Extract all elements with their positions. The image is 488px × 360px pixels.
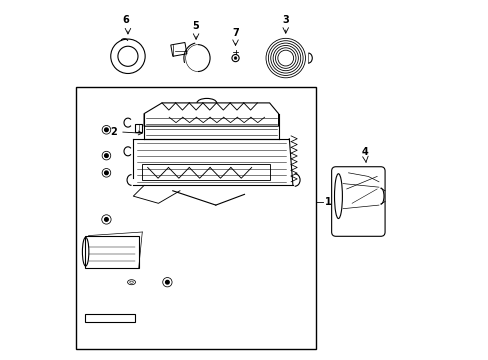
Text: 1: 1: [325, 197, 331, 207]
Text: 4: 4: [361, 147, 367, 157]
Circle shape: [165, 280, 169, 284]
Text: 5: 5: [192, 21, 199, 31]
Text: 6: 6: [122, 15, 129, 26]
Circle shape: [234, 57, 237, 59]
Bar: [85, 235, 139, 268]
Text: 7: 7: [232, 28, 239, 39]
Circle shape: [104, 128, 108, 132]
Bar: [76, 87, 316, 348]
Text: 2: 2: [110, 127, 142, 136]
Circle shape: [104, 218, 108, 221]
Circle shape: [104, 154, 108, 157]
Bar: [170, 42, 186, 56]
Circle shape: [104, 171, 108, 175]
Bar: [85, 314, 135, 321]
Text: 3: 3: [282, 15, 288, 25]
